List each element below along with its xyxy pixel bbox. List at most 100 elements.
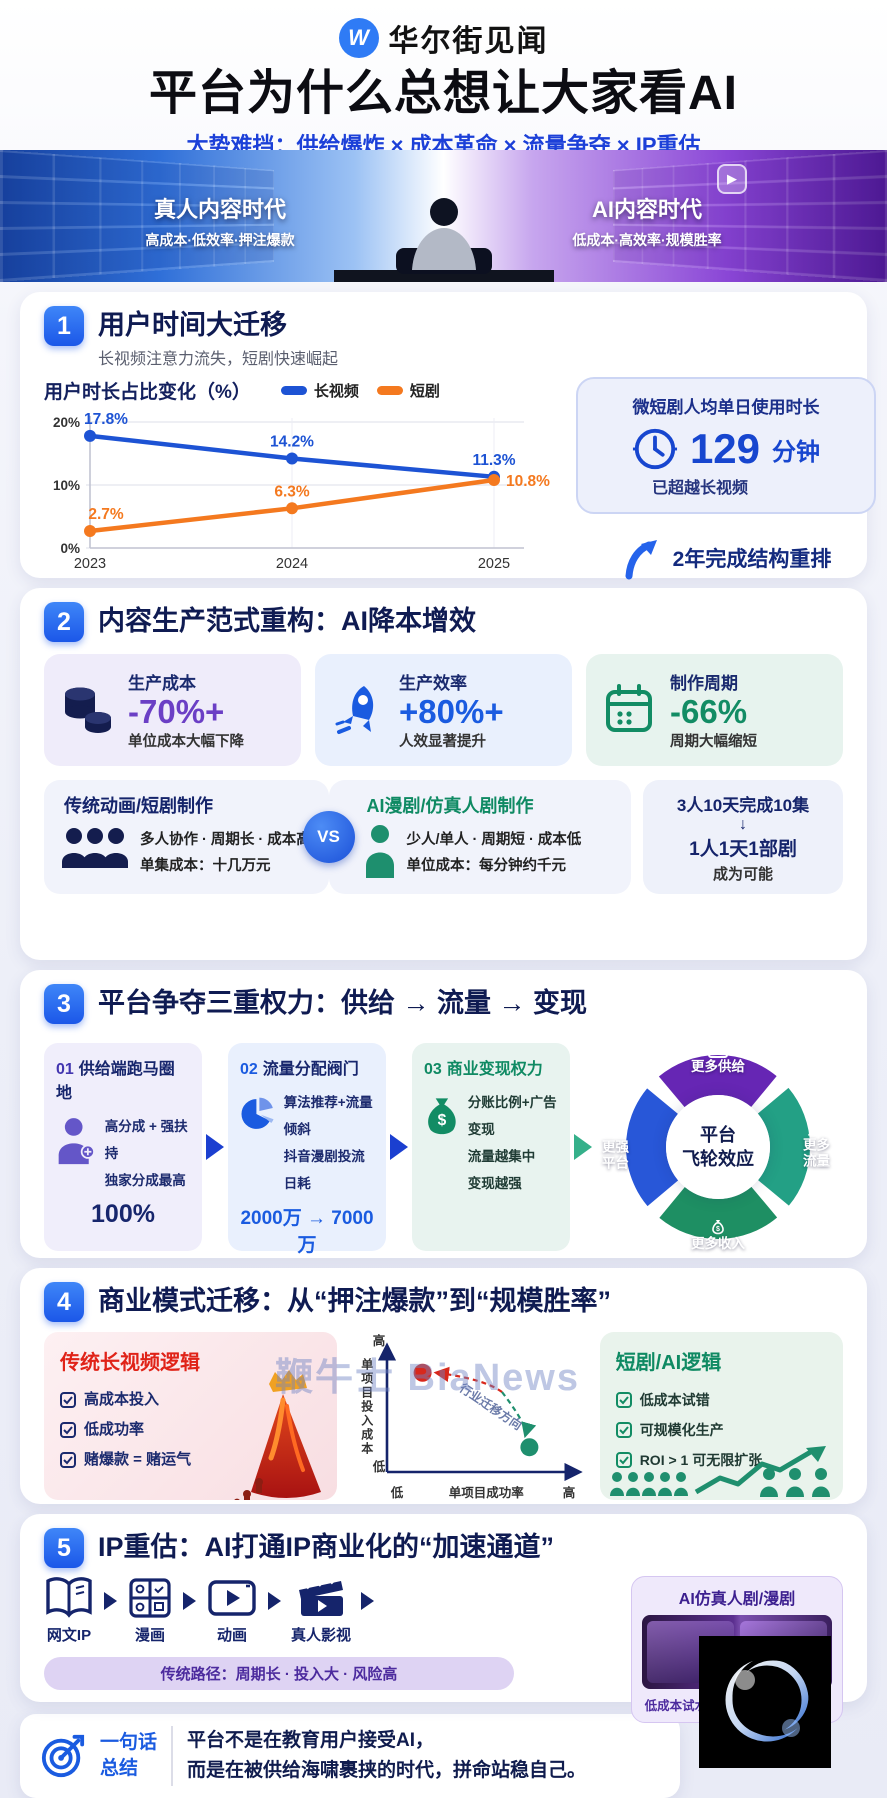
power-card-big-value: 2000万 → 7000万 bbox=[240, 1208, 374, 1256]
summary-card: 一句话 总结 平台不是在教育用户接受AI， 而是在被供给海啸裹挟的时代，拼命站稳… bbox=[20, 1714, 680, 1798]
result-line2: 1人1天1部剧 bbox=[689, 838, 797, 860]
section2-number-badge: 2 bbox=[44, 602, 84, 642]
x-axis-label: 单项目成功率 bbox=[448, 1486, 524, 1500]
flow-arrow-icon bbox=[206, 1134, 224, 1160]
x-axis-high-label: 高 bbox=[562, 1486, 576, 1500]
section-business-model: 鞭牛士 BiaNews 4 商业模式迁移：从“押注爆款”到“规模胜率” 传统长视… bbox=[20, 1268, 867, 1504]
checkbox-icon bbox=[615, 1452, 632, 1468]
restructure-note-text: 2年完成结构重排 bbox=[672, 548, 832, 571]
legend-label-short-drama: 短剧 bbox=[409, 383, 440, 400]
summary-text: 平台不是在教育用户接受AI， 而是在被供给海啸裹挟的时代，拼命站稳自己。 bbox=[187, 1730, 587, 1781]
check-item: 赌爆款 = 赌运气 bbox=[60, 1445, 321, 1475]
pipeline-arrow-icon bbox=[183, 1591, 196, 1610]
stat-card-label: 生产成本 bbox=[128, 674, 196, 693]
volcano-crown-illustration bbox=[233, 1370, 321, 1500]
flywheel-ring bbox=[626, 1055, 810, 1239]
creator-icon bbox=[58, 1118, 95, 1165]
platform-icon bbox=[606, 1124, 625, 1139]
check-item: 低成功率 bbox=[60, 1415, 321, 1445]
svg-text:10.8%: 10.8% bbox=[506, 473, 550, 490]
trend-chart-legend: 长视频 短剧 bbox=[280, 380, 440, 401]
checkbox-icon bbox=[615, 1392, 632, 1408]
power-card-number: 02 bbox=[240, 1061, 258, 1078]
flywheel-center-line1: 平台 bbox=[700, 1125, 736, 1145]
section3-title: 平台争夺三重权力：供给 → 流量 → 变现 bbox=[98, 988, 588, 1018]
ai-production-line2: 单位成本：每分钟约千元 bbox=[406, 858, 567, 874]
pipeline-step-comic: 漫画 bbox=[127, 1576, 173, 1645]
power-card-line: 流量越集中 bbox=[467, 1149, 536, 1164]
section-user-time: 1 用户时间大迁移 长视频注意力流失，短剧快速崛起 用户时长占比变化（%） 长视… bbox=[20, 292, 876, 580]
stat-card-cost: 生产成本 -70%+ 单位成本大幅下降 bbox=[44, 654, 301, 766]
svg-text:0%: 0% bbox=[60, 541, 80, 556]
flywheel-center: 平台 飞轮效应 bbox=[666, 1095, 770, 1199]
stat-box-title: 微短剧人均单日使用时长 bbox=[632, 398, 820, 417]
hero-right-caption: 低成本·高效率·规模胜率 bbox=[572, 232, 722, 248]
brand-name: 华尔街见闻 bbox=[388, 25, 549, 58]
stat-value: 129 bbox=[689, 425, 761, 472]
power-card-big-value: 100% bbox=[91, 1200, 155, 1228]
stat-card-caption: 单位成本大幅下降 bbox=[128, 734, 244, 750]
check-item: 低成本试错 bbox=[615, 1385, 827, 1415]
section1-title: 用户时间大迁移 bbox=[98, 310, 287, 340]
checkbox-icon bbox=[60, 1452, 76, 1468]
section4-title: 商业模式迁移：从“押注爆款”到“规模胜率” bbox=[98, 1286, 611, 1316]
checkbox-icon bbox=[615, 1422, 632, 1438]
traditional-logic-card: 传统长视频逻辑 高成本投入 低成功率 赌爆款 = 赌运气 bbox=[44, 1332, 337, 1500]
power-card-number: 01 bbox=[56, 1061, 74, 1078]
ai-logic-title: 短剧/AI逻辑 bbox=[615, 1352, 722, 1374]
stat-card-value: +80%+ bbox=[399, 693, 504, 730]
ai-production-title: AI漫剧/仿真人剧制作 bbox=[366, 796, 534, 816]
section-ip-revaluation: 5 IP重估：AI打通IP商业化的“加速通道” 网文IP bbox=[20, 1514, 867, 1768]
page-title: 平台为什么总想让大家看AI bbox=[148, 67, 738, 120]
stat-card-caption: 周期大幅缩短 bbox=[670, 734, 757, 750]
svg-text:17.8%: 17.8% bbox=[84, 411, 128, 428]
stat-card-label: 制作周期 bbox=[670, 674, 738, 693]
pipeline-step-live-action: 真人影视 bbox=[291, 1576, 351, 1645]
down-arrow-icon: ↓ bbox=[739, 815, 747, 833]
check-item: 高成本投入 bbox=[60, 1385, 321, 1415]
divider bbox=[171, 1726, 174, 1786]
traditional-production-title: 传统动画/短剧制作 bbox=[64, 796, 214, 816]
trend-chart-title: 用户时长占比变化（%） bbox=[44, 382, 251, 403]
check-item: ROI > 1 可无限扩张 bbox=[615, 1445, 827, 1475]
ai-production-line1: 少人/单人 · 周期短 · 成本低 bbox=[406, 832, 582, 848]
eclipse-image bbox=[699, 1636, 831, 1768]
trend-up-arrow-icon bbox=[625, 540, 657, 580]
svg-text:20%: 20% bbox=[53, 415, 80, 430]
traditional-production-card: 传统动画/短剧制作 多人协作 · 周期长 · 成本高 单集成本：十几万元 bbox=[44, 780, 329, 894]
power-card-title: 供给端跑马圈地 bbox=[56, 1061, 175, 1102]
book-icon bbox=[46, 1577, 92, 1618]
svg-text:2024: 2024 bbox=[276, 556, 308, 572]
person-icon bbox=[365, 825, 394, 878]
section1-subtitle: 长视频注意力流失，短剧快速崛起 bbox=[98, 351, 339, 368]
y-axis-label: 单项目投入成本 bbox=[359, 1358, 374, 1456]
svg-text:$: $ bbox=[716, 1226, 720, 1233]
power-card-line: 算法推荐+流量倾斜 bbox=[283, 1095, 373, 1137]
stat-card-label: 生产效率 bbox=[399, 674, 467, 693]
y-axis-low-label: 低 bbox=[372, 1460, 386, 1474]
power-card-line: 变现越强 bbox=[467, 1176, 522, 1191]
legend-label-long-video: 长视频 bbox=[313, 383, 359, 400]
result-line3: 成为可能 bbox=[712, 865, 773, 883]
clock-icon bbox=[632, 428, 677, 470]
traditional-line2: 单集成本：十几万元 bbox=[140, 858, 271, 874]
restructure-note: 2年完成结构重排 bbox=[621, 536, 832, 580]
stat-caption: 已超越长视频 bbox=[652, 480, 749, 497]
clapperboard-icon bbox=[299, 1577, 343, 1616]
flywheel-label-supply: 更多供给 bbox=[691, 1044, 745, 1075]
power-card-line: 独家分成最高 bbox=[104, 1173, 186, 1188]
legend-swatch-long-video bbox=[280, 386, 307, 395]
flywheel-label-platform: 更强 平台 bbox=[602, 1123, 629, 1172]
video-icon bbox=[708, 1044, 728, 1058]
ai-drama-title: AI仿真人剧/漫剧 bbox=[678, 1591, 796, 1608]
traditional-path-pill: 传统路径：周期长 · 投入大 · 风险高 bbox=[44, 1657, 514, 1690]
svg-text:2.7%: 2.7% bbox=[88, 506, 124, 523]
svg-text:$: $ bbox=[438, 1112, 447, 1129]
hero-right-label: AI内容时代 低成本·高效率·规模胜率 bbox=[517, 192, 777, 250]
power-card-monetization: 03 商业变现权力 $ 分账比例+广告变现 流量越集中 变现越强 bbox=[412, 1043, 570, 1251]
stat-card-cycle: 制作周期 -66% 周期大幅缩短 bbox=[586, 654, 843, 766]
result-line1: 3人10天完成10集 bbox=[676, 795, 810, 815]
power-card-number: 03 bbox=[424, 1061, 442, 1078]
rocket-icon bbox=[335, 686, 374, 734]
hero-left-title: 真人内容时代 bbox=[153, 197, 286, 222]
